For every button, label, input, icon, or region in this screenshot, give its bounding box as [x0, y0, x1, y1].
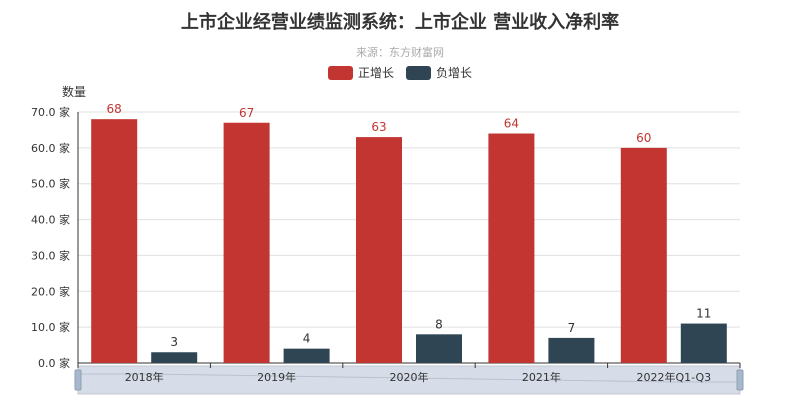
bar-value-label: 3	[170, 335, 178, 349]
y-tick-label: 60.0 家	[31, 141, 70, 155]
x-tick-label: 2018年	[125, 370, 164, 384]
bar[interactable]	[223, 122, 270, 363]
legend-label: 负增长	[436, 66, 473, 80]
y-tick-label: 50.0 家	[31, 177, 70, 191]
legend: 正增长 负增长	[0, 64, 800, 81]
bar[interactable]	[356, 137, 402, 363]
y-tick-label: 30.0 家	[31, 248, 70, 262]
chart-subtitle[interactable]: 来源：东方财富网	[356, 46, 444, 59]
bar-value-label: 68	[107, 102, 122, 116]
bar-value-label: 7	[568, 321, 576, 335]
x-tick-label: 2019年	[257, 370, 296, 384]
legend-swatch	[327, 65, 353, 80]
legend-item-0[interactable]: 正增长	[327, 64, 394, 81]
data-zoom-handle-right[interactable]	[736, 369, 744, 391]
bar[interactable]	[151, 352, 198, 363]
bar-value-label: 60	[636, 131, 651, 145]
bar[interactable]	[91, 119, 138, 364]
legend-label: 正增长	[357, 66, 394, 80]
x-tick-label: 2020年	[390, 370, 429, 384]
data-zoom-handle-left[interactable]	[74, 369, 82, 391]
y-tick-label: 40.0 家	[31, 213, 70, 227]
chart-title: 上市企业经营业绩监测系统：上市企业 营业收入净利率	[180, 12, 620, 33]
bar[interactable]	[680, 323, 727, 363]
data-zoom-shadow	[78, 373, 740, 383]
y-tick-label: 20.0 家	[31, 284, 70, 298]
bar-value-label: 64	[504, 117, 519, 131]
x-tick-label: 2022年Q1-Q3	[636, 370, 711, 384]
legend-swatch	[406, 65, 431, 80]
bar-value-label: 67	[239, 106, 254, 120]
bar-value-label: 63	[371, 120, 386, 134]
y-axis-label: 数量	[62, 84, 86, 99]
bar[interactable]	[283, 348, 330, 363]
y-tick-label: 0.0 家	[38, 356, 70, 370]
x-tick-label: 2021年	[522, 370, 561, 384]
bar-value-label: 8	[435, 317, 443, 331]
legend-item-1[interactable]: 负增长	[406, 64, 472, 81]
bar[interactable]	[488, 133, 535, 363]
bar-value-label: 11	[696, 307, 711, 321]
bar[interactable]	[620, 147, 667, 363]
bar-value-label: 4	[303, 332, 311, 346]
y-tick-label: 70.0 家	[31, 105, 70, 119]
bar[interactable]	[548, 337, 595, 363]
bar[interactable]	[416, 334, 462, 363]
y-tick-label: 10.0 家	[31, 320, 70, 334]
